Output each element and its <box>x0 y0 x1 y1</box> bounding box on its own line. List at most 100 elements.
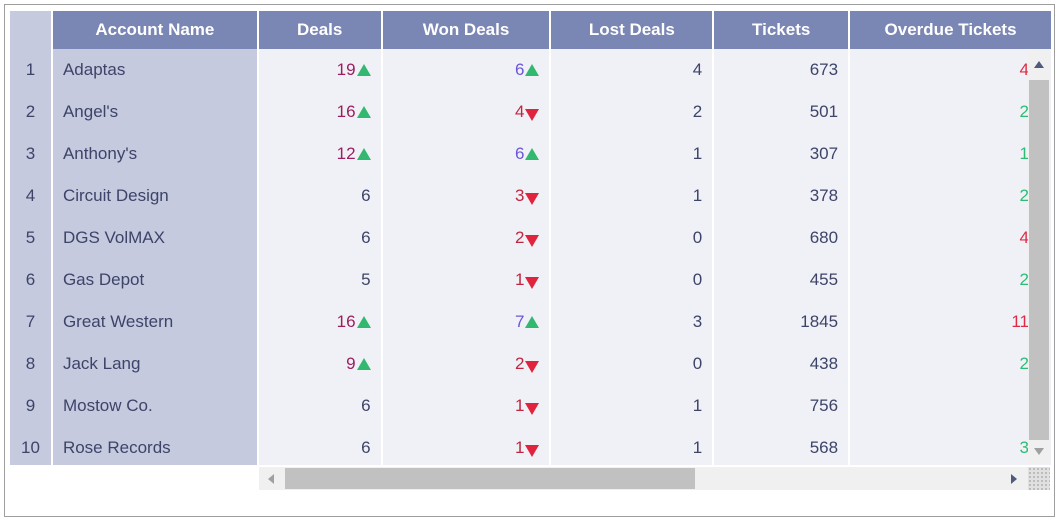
triangle-down-icon <box>525 444 540 457</box>
won-deals-cell[interactable]: 1 <box>381 427 552 465</box>
column-header-account-name[interactable]: Account Name <box>51 11 259 49</box>
horizontal-scrollbar[interactable] <box>259 467 1028 490</box>
won-deals-cell[interactable]: 1 <box>381 385 552 427</box>
account-name-cell[interactable]: Jack Lang <box>51 343 259 385</box>
won-deals-value: 4 <box>514 102 525 121</box>
deals-value: 6 <box>361 396 371 415</box>
overdue-value: 3 <box>1019 438 1029 457</box>
overdue-tickets-cell[interactable]: 2 <box>849 259 1053 301</box>
lost-deals-cell[interactable]: 1 <box>550 427 715 465</box>
header-row: Account Name Deals Won Deals Lost Deals … <box>10 11 1053 49</box>
tickets-cell[interactable]: 438 <box>713 343 851 385</box>
row-number: 3 <box>10 133 53 175</box>
won-deals-value: 6 <box>514 144 525 163</box>
overdue-value: 11 <box>1011 312 1029 331</box>
deals-cell[interactable]: 19 <box>257 49 383 91</box>
deals-value: 6 <box>361 228 371 247</box>
deals-cell[interactable]: 16 <box>257 301 383 343</box>
deals-cell[interactable]: 5 <box>257 259 383 301</box>
deals-cell[interactable]: 6 <box>257 217 383 259</box>
row-number: 2 <box>10 91 53 133</box>
won-deals-cell[interactable]: 2 <box>381 343 552 385</box>
account-name-cell[interactable]: Anthony's <box>51 133 259 175</box>
tickets-cell[interactable]: 307 <box>713 133 851 175</box>
won-deals-cell[interactable]: 4 <box>381 91 552 133</box>
scroll-down-arrow-icon[interactable] <box>1034 448 1044 455</box>
column-header-lost-deals[interactable]: Lost Deals <box>550 11 715 49</box>
overdue-tickets-cell[interactable]: 1 <box>849 133 1053 175</box>
overdue-tickets-cell[interactable]: 4 <box>849 49 1053 91</box>
triangle-up-icon <box>356 315 371 328</box>
table-row: 10 Rose Records 6 1 1 568 3 <box>10 427 1053 465</box>
tickets-cell[interactable]: 673 <box>713 49 851 91</box>
lost-deals-cell[interactable]: 3 <box>550 301 715 343</box>
lost-deals-cell[interactable]: 4 <box>550 49 715 91</box>
lost-deals-cell[interactable]: 0 <box>550 259 715 301</box>
overdue-tickets-cell[interactable]: 2 <box>849 91 1053 133</box>
overdue-tickets-cell[interactable]: 11 <box>849 301 1053 343</box>
deals-cell[interactable]: 9 <box>257 343 383 385</box>
account-name-cell[interactable]: Gas Depot <box>51 259 259 301</box>
tickets-cell[interactable]: 1845 <box>713 301 851 343</box>
account-name-cell[interactable]: DGS VolMAX <box>51 217 259 259</box>
lost-deals-cell[interactable]: 0 <box>550 217 715 259</box>
tickets-cell[interactable]: 756 <box>713 385 851 427</box>
row-number-header <box>10 11 53 49</box>
overdue-tickets-cell[interactable]: 4 <box>849 217 1053 259</box>
row-number: 7 <box>10 301 53 343</box>
won-deals-cell[interactable]: 3 <box>381 175 552 217</box>
table-row: 7 Great Western 16 7 3 1845 11 <box>10 301 1053 343</box>
account-name-cell[interactable]: Adaptas <box>51 49 259 91</box>
resize-grip[interactable] <box>1028 467 1050 490</box>
tickets-cell[interactable]: 680 <box>713 217 851 259</box>
deals-cell[interactable]: 16 <box>257 91 383 133</box>
lost-deals-cell[interactable]: 0 <box>550 343 715 385</box>
tickets-cell[interactable]: 378 <box>713 175 851 217</box>
overdue-tickets-cell[interactable]: 2 <box>849 175 1053 217</box>
won-deals-cell[interactable]: 1 <box>381 259 552 301</box>
scroll-right-arrow-icon[interactable] <box>1011 474 1017 484</box>
lost-deals-cell[interactable]: 1 <box>550 133 715 175</box>
row-number: 8 <box>10 343 53 385</box>
deals-cell[interactable]: 6 <box>257 175 383 217</box>
triangle-up-icon <box>356 357 371 370</box>
lost-deals-cell[interactable]: 1 <box>550 385 715 427</box>
lost-deals-cell[interactable]: 1 <box>550 175 715 217</box>
deals-cell[interactable]: 6 <box>257 385 383 427</box>
deals-value: 5 <box>361 270 371 289</box>
won-deals-value: 1 <box>514 396 525 415</box>
deals-cell[interactable]: 6 <box>257 427 383 465</box>
vertical-scroll-thumb[interactable] <box>1029 80 1049 440</box>
column-header-overdue-tickets[interactable]: Overdue Tickets <box>849 11 1053 49</box>
scroll-left-arrow-icon[interactable] <box>268 474 274 484</box>
overdue-tickets-cell[interactable] <box>849 385 1053 427</box>
account-name-cell[interactable]: Angel's <box>51 91 259 133</box>
tickets-cell[interactable]: 568 <box>713 427 851 465</box>
won-deals-cell[interactable]: 2 <box>381 217 552 259</box>
triangle-down-icon <box>525 402 540 415</box>
vertical-scrollbar[interactable] <box>1028 50 1050 464</box>
won-deals-cell[interactable]: 7 <box>381 301 552 343</box>
lost-deals-cell[interactable]: 2 <box>550 91 715 133</box>
account-name-cell[interactable]: Great Western <box>51 301 259 343</box>
account-name-cell[interactable]: Mostow Co. <box>51 385 259 427</box>
scroll-up-arrow-icon[interactable] <box>1034 61 1044 68</box>
column-header-won-deals[interactable]: Won Deals <box>381 11 552 49</box>
triangle-up-icon <box>525 147 540 160</box>
horizontal-scroll-thumb[interactable] <box>285 468 695 489</box>
won-deals-cell[interactable]: 6 <box>381 133 552 175</box>
deals-cell[interactable]: 12 <box>257 133 383 175</box>
column-header-deals[interactable]: Deals <box>257 11 383 49</box>
triangle-up-icon <box>525 63 540 76</box>
row-number: 6 <box>10 259 53 301</box>
account-name-cell[interactable]: Rose Records <box>51 427 259 465</box>
table-row: 3 Anthony's 12 6 1 307 1 <box>10 133 1053 175</box>
won-deals-cell[interactable]: 6 <box>381 49 552 91</box>
column-header-tickets[interactable]: Tickets <box>713 11 851 49</box>
tickets-cell[interactable]: 501 <box>713 91 851 133</box>
overdue-tickets-cell[interactable]: 3 <box>849 427 1053 465</box>
tickets-cell[interactable]: 455 <box>713 259 851 301</box>
account-name-cell[interactable]: Circuit Design <box>51 175 259 217</box>
table-row: 9 Mostow Co. 6 1 1 756 <box>10 385 1053 427</box>
overdue-tickets-cell[interactable]: 2 <box>849 343 1053 385</box>
